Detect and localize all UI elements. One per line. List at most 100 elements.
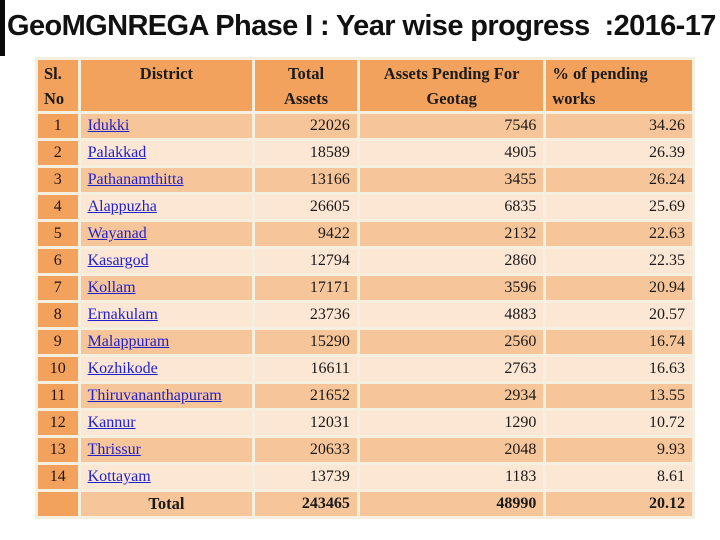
header-sl-no-line2: No [44, 89, 65, 108]
table-header: Sl. No District Total Assets Assets Pend… [38, 60, 692, 111]
pending-cell: 2048 [359, 438, 544, 462]
screen-edge-artifact [0, 0, 5, 56]
district-cell: Alappuzha [80, 195, 253, 219]
header-percent-pending-line1: % of pending [552, 64, 648, 83]
table-row: 13 Thrissur 20633 2048 9.93 [38, 438, 692, 462]
sl-no-cell: 5 [38, 222, 78, 246]
district-cell: Kottayam [80, 465, 253, 489]
header-district: District [80, 60, 253, 111]
total-assets-cell: 23736 [255, 303, 357, 327]
total-assets-cell: 12794 [255, 249, 357, 273]
district-link[interactable]: Wayanad [87, 225, 147, 242]
percent-cell: 20.57 [546, 303, 692, 327]
header-total-assets-line1: Total [288, 64, 325, 83]
sl-no-cell: 7 [38, 276, 78, 300]
pending-cell: 6835 [359, 195, 544, 219]
district-link[interactable]: Thrissur [87, 441, 141, 458]
table-row: 4 Alappuzha 26605 6835 25.69 [38, 195, 692, 219]
sl-no-cell: 9 [38, 330, 78, 354]
district-cell: Wayanad [80, 222, 253, 246]
district-link[interactable]: Kannur [87, 414, 136, 431]
header-total-assets: Total Assets [255, 60, 357, 111]
total-assets-cell: 13166 [255, 168, 357, 192]
district-link[interactable]: Kozhikode [87, 360, 158, 377]
header-percent-pending: % of pending works [546, 60, 692, 111]
pending-cell: 2132 [359, 222, 544, 246]
sl-no-cell: 13 [38, 438, 78, 462]
percent-cell: 22.35 [546, 249, 692, 273]
header-district-label: District [139, 64, 193, 83]
percent-cell: 16.63 [546, 357, 692, 381]
district-cell: Thrissur [80, 438, 253, 462]
district-link[interactable]: Malappuram [87, 333, 170, 350]
total-assets-cell: 21652 [255, 384, 357, 408]
district-link[interactable]: Pathanamthitta [87, 171, 184, 188]
pending-cell: 3596 [359, 276, 544, 300]
total-assets-cell: 9422 [255, 222, 357, 246]
district-link[interactable]: Thiruvananthapuram [87, 387, 222, 404]
total-assets-cell: 18589 [255, 141, 357, 165]
district-link[interactable]: Alappuzha [87, 198, 157, 215]
total-row-pending: 48990 [359, 492, 544, 516]
percent-cell: 16.74 [546, 330, 692, 354]
sl-no-cell: 6 [38, 249, 78, 273]
district-link[interactable]: Kasargod [87, 252, 149, 269]
header-percent-pending-line2: works [552, 89, 596, 108]
total-assets-cell: 17171 [255, 276, 357, 300]
district-link[interactable]: Kollam [87, 279, 136, 296]
district-cell: Malappuram [80, 330, 253, 354]
district-cell: Idukki [80, 114, 253, 138]
pending-cell: 1290 [359, 411, 544, 435]
pending-cell: 2763 [359, 357, 544, 381]
percent-cell: 9.93 [546, 438, 692, 462]
sl-no-cell: 8 [38, 303, 78, 327]
table-row: 8 Ernakulam 23736 4883 20.57 [38, 303, 692, 327]
total-row: Total 243465 48990 20.12 [38, 492, 692, 516]
table-row: 9 Malappuram 15290 2560 16.74 [38, 330, 692, 354]
sl-no-cell: 4 [38, 195, 78, 219]
pending-cell: 1183 [359, 465, 544, 489]
sl-no-cell: 11 [38, 384, 78, 408]
district-cell: Thiruvananthapuram [80, 384, 253, 408]
header-assets-pending-line1: Assets Pending For [383, 64, 520, 83]
district-link[interactable]: Ernakulam [87, 306, 158, 323]
sl-no-cell: 10 [38, 357, 78, 381]
table-row: 3 Pathanamthitta 13166 3455 26.24 [38, 168, 692, 192]
district-link[interactable]: Kottayam [87, 468, 151, 485]
table-row: 6 Kasargod 12794 2860 22.35 [38, 249, 692, 273]
header-assets-pending-line2: Geotag [426, 89, 477, 108]
district-cell: Pathanamthitta [80, 168, 253, 192]
percent-cell: 13.55 [546, 384, 692, 408]
district-link[interactable]: Idukki [87, 117, 130, 134]
district-link[interactable]: Palakkad [87, 144, 147, 161]
table-row: 10 Kozhikode 16611 2763 16.63 [38, 357, 692, 381]
percent-cell: 8.61 [546, 465, 692, 489]
pending-cell: 3455 [359, 168, 544, 192]
total-assets-cell: 26605 [255, 195, 357, 219]
total-assets-cell: 20633 [255, 438, 357, 462]
district-cell: Kannur [80, 411, 253, 435]
district-cell: Kollam [80, 276, 253, 300]
district-cell: Palakkad [80, 141, 253, 165]
total-assets-cell: 13739 [255, 465, 357, 489]
total-assets-cell: 15290 [255, 330, 357, 354]
table-row: 7 Kollam 17171 3596 20.94 [38, 276, 692, 300]
sl-no-cell: 12 [38, 411, 78, 435]
district-cell: Kasargod [80, 249, 253, 273]
percent-cell: 22.63 [546, 222, 692, 246]
pending-cell: 4905 [359, 141, 544, 165]
pending-cell: 2934 [359, 384, 544, 408]
header-sl-no-line1: Sl. [44, 64, 62, 83]
percent-cell: 26.24 [546, 168, 692, 192]
table-row: 11 Thiruvananthapuram 21652 2934 13.55 [38, 384, 692, 408]
table-body: 1 Idukki 22026 7546 34.26 2 Palakkad 185… [38, 114, 692, 489]
pending-cell: 4883 [359, 303, 544, 327]
sl-no-cell: 3 [38, 168, 78, 192]
total-row-label: Total [80, 492, 253, 516]
table-row: 1 Idukki 22026 7546 34.26 [38, 114, 692, 138]
table-row: 14 Kottayam 13739 1183 8.61 [38, 465, 692, 489]
percent-cell: 20.94 [546, 276, 692, 300]
total-row-total-assets: 243465 [255, 492, 357, 516]
percent-cell: 10.72 [546, 411, 692, 435]
total-assets-cell: 16611 [255, 357, 357, 381]
